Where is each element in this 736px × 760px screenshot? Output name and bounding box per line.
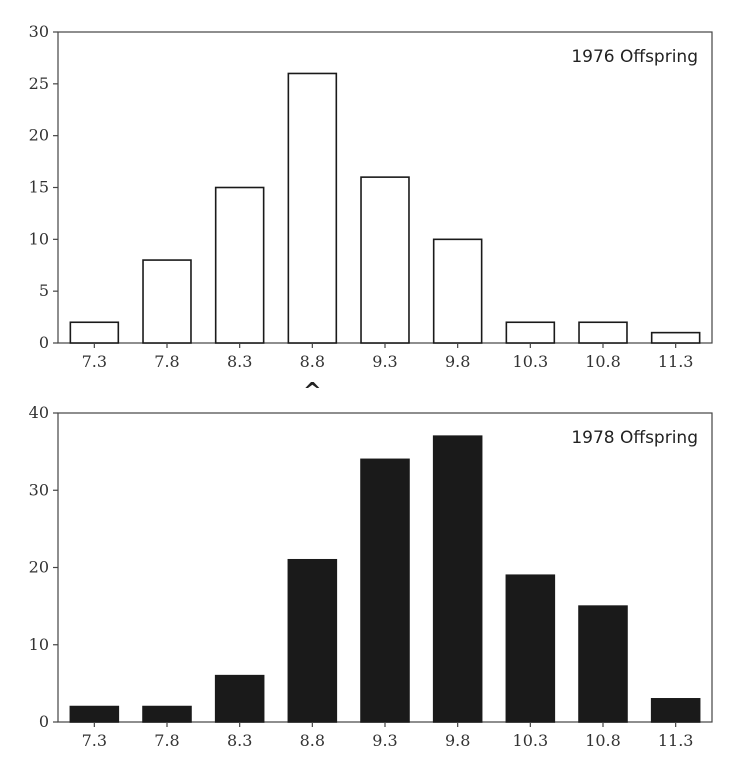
mean-marker: ^ <box>303 379 321 404</box>
y-tick-label: 0 <box>39 712 49 731</box>
x-tick-label: 9.3 <box>372 731 397 750</box>
bar-11.3 <box>650 331 701 344</box>
bar-10.8 <box>578 321 628 344</box>
x-tick-label: 10.8 <box>585 731 621 750</box>
x-tick-label: 7.8 <box>154 731 179 750</box>
x-tick-label: 11.3 <box>658 731 694 750</box>
y-tick-label: 0 <box>39 333 49 352</box>
x-tick-label: 7.3 <box>82 731 107 750</box>
y-tick-label: 5 <box>39 281 49 300</box>
bar-8.3 <box>214 186 265 344</box>
y-tick-label: 25 <box>29 74 49 93</box>
y-tick-label: 20 <box>29 558 49 577</box>
x-tick-label: 9.8 <box>445 352 470 371</box>
x-tick-label: 8.8 <box>300 352 325 371</box>
y-tick-label: 10 <box>29 229 49 248</box>
x-tick-label: 10.3 <box>513 731 549 750</box>
bar-9.3 <box>360 176 410 344</box>
x-tick-label: 10.8 <box>585 352 621 371</box>
y-tick-label: 30 <box>29 480 49 499</box>
x-tick-label: 10.3 <box>513 352 549 371</box>
bar-8.8 <box>287 558 338 723</box>
x-tick-label: 8.8 <box>300 731 325 750</box>
x-tick-label: 7.8 <box>154 352 179 371</box>
x-tick-label: 7.3 <box>82 352 107 371</box>
y-tick-label: 15 <box>29 178 49 197</box>
y-tick-label: 10 <box>29 635 49 654</box>
chart-title: 1978 Offspring <box>571 428 698 448</box>
bar-10.3 <box>505 321 556 344</box>
y-tick-label: 20 <box>29 126 49 145</box>
chart-1978-offspring: 0 10 20 30 40 7.3 7.8 8.3 8.8 9.3 9.8 10.3 10.8 11.3 1… <box>29 403 713 750</box>
bar-7.8 <box>142 705 192 723</box>
bar-8.3 <box>214 674 265 723</box>
bar-9.3 <box>360 458 410 723</box>
bar-10.8 <box>578 605 628 723</box>
bar-7.3 <box>69 321 120 344</box>
bar-11.3 <box>650 698 701 723</box>
x-tick-label: 9.8 <box>445 731 470 750</box>
bar-7.3 <box>69 705 120 723</box>
bar-9.8 <box>432 238 483 344</box>
bar-7.8 <box>142 259 192 344</box>
bar-10.3 <box>505 574 556 723</box>
y-tick-label: 40 <box>29 403 49 422</box>
y-tick-label: 30 <box>29 22 49 41</box>
x-tick-label: 8.3 <box>227 731 252 750</box>
chart-1976-offspring: 0 5 10 15 20 25 30 7.3 7.8 8.3 8.8 9.3 9.8 10.3 10.8 11… <box>29 22 713 404</box>
x-tick-label: 9.3 <box>372 352 397 371</box>
x-tick-label: 8.3 <box>227 352 252 371</box>
bar-8.8 <box>287 72 338 344</box>
chart-title: 1976 Offspring <box>571 47 698 67</box>
bar-9.8 <box>432 435 483 723</box>
x-tick-label: 11.3 <box>658 352 694 371</box>
